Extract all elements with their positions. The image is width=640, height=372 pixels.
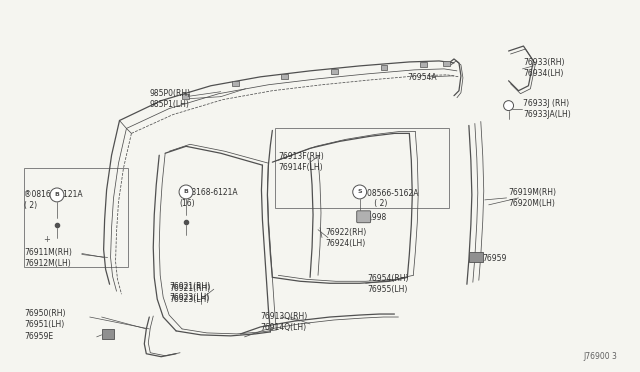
- Text: S: S: [357, 189, 362, 195]
- Text: 76998: 76998: [363, 213, 387, 222]
- Circle shape: [179, 185, 193, 199]
- FancyBboxPatch shape: [356, 211, 371, 223]
- Circle shape: [504, 101, 513, 110]
- Text: +: +: [44, 235, 51, 244]
- Circle shape: [353, 185, 367, 199]
- Circle shape: [50, 188, 64, 202]
- Text: 76954A: 76954A: [407, 73, 437, 82]
- Text: Ⓢ 08566-5162A
      ( 2): Ⓢ 08566-5162A ( 2): [360, 188, 418, 208]
- Text: 76922(RH)
76924(LH): 76922(RH) 76924(LH): [325, 228, 366, 248]
- Text: 76919M(RH)
76920M(LH): 76919M(RH) 76920M(LH): [509, 188, 557, 208]
- Bar: [282, 74, 288, 79]
- Text: ®08168-6121A
( 2): ®08168-6121A ( 2): [24, 190, 83, 210]
- Text: 76950(RH)
76951(LH): 76950(RH) 76951(LH): [24, 309, 66, 329]
- Text: 76911M(RH)
76912M(LH): 76911M(RH) 76912M(LH): [24, 247, 72, 267]
- Text: 985P0(RH)
985P1(LH): 985P0(RH) 985P1(LH): [149, 89, 191, 109]
- Text: 76959E: 76959E: [24, 332, 53, 341]
- Text: B: B: [184, 189, 188, 195]
- Text: 76921(RH)
76923(LH): 76921(RH) 76923(LH): [169, 282, 211, 302]
- Text: 76921(RH)
76923(LH): 76921(RH) 76923(LH): [169, 284, 211, 304]
- Text: ®08168-6121A
(16): ®08168-6121A (16): [179, 188, 237, 208]
- Bar: [469, 253, 483, 262]
- Text: 76913Q(RH)
76914Q(LH): 76913Q(RH) 76914Q(LH): [260, 312, 308, 332]
- Text: 76959: 76959: [483, 254, 507, 263]
- Bar: [381, 65, 387, 70]
- Bar: [102, 329, 113, 339]
- Bar: [182, 94, 189, 99]
- Bar: [232, 81, 239, 86]
- Text: J76900 3: J76900 3: [584, 352, 618, 361]
- Bar: [331, 69, 338, 74]
- Text: B: B: [54, 192, 60, 198]
- Text: 76954(RH)
76955(LH): 76954(RH) 76955(LH): [367, 274, 409, 294]
- Text: 76933(RH)
76934(LH): 76933(RH) 76934(LH): [524, 58, 565, 78]
- Text: 76913F(RH)
76914F(LH): 76913F(RH) 76914F(LH): [278, 152, 324, 172]
- Bar: [443, 61, 450, 66]
- Bar: [420, 62, 427, 67]
- Text: 76933J (RH)
76933JA(LH): 76933J (RH) 76933JA(LH): [524, 99, 572, 119]
